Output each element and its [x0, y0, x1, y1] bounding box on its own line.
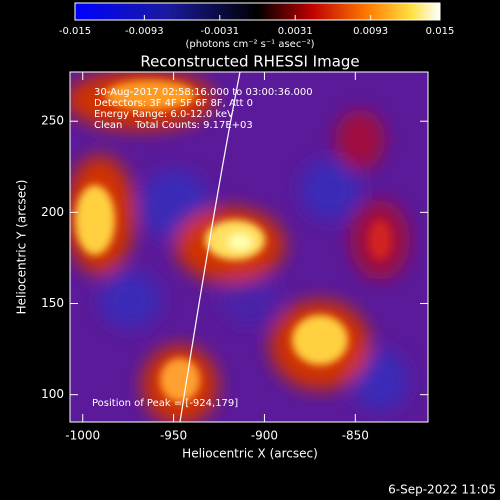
colorbar-tick-label: -0.0093	[125, 26, 164, 37]
colorbar-tick-label: 0.015	[426, 26, 455, 37]
y-tick-label: 100	[41, 387, 64, 401]
colorbar	[74, 2, 441, 21]
annotation: 30-Aug-2017 02:58:16.000 to 03:00:36.000	[94, 87, 313, 98]
colorbar-tick-label: 0.0031	[278, 26, 313, 37]
y-axis-label: Heliocentric Y (arcsec)	[15, 180, 29, 315]
chart-title: Reconstructed RHESSI Image	[140, 53, 359, 71]
x-tick-label: -1000	[65, 429, 100, 443]
annotation: Energy Range: 6.0-12.0 keV	[94, 109, 234, 120]
timestamp: 6-Sep-2022 11:05	[388, 483, 496, 497]
y-tick-label: 200	[41, 205, 64, 219]
y-tick-label: 150	[41, 296, 64, 310]
heatmap	[70, 72, 428, 422]
colorbar-tick-label: -0.015	[59, 26, 91, 37]
colorbar-label: (photons cm⁻² s⁻¹ asec⁻²)	[185, 39, 314, 50]
plot-frame	[69, 71, 429, 423]
colorbar-tick-label: 0.0093	[353, 26, 388, 37]
peak-label: Position of Peak = [-924,179]	[92, 398, 238, 409]
x-tick-label: -900	[251, 429, 278, 443]
colorbar-tick-label: -0.0031	[200, 26, 239, 37]
x-axis-label: Heliocentric X (arcsec)	[182, 447, 318, 461]
y-tick-label: 250	[41, 114, 64, 128]
x-tick-label: -950	[160, 429, 187, 443]
annotation: Clean Total Counts: 9.17E+03	[94, 120, 253, 131]
annotation: Detectors: 3F 4F 5F 6F 8F, Att 0	[94, 98, 253, 109]
x-tick-label: -850	[342, 429, 369, 443]
